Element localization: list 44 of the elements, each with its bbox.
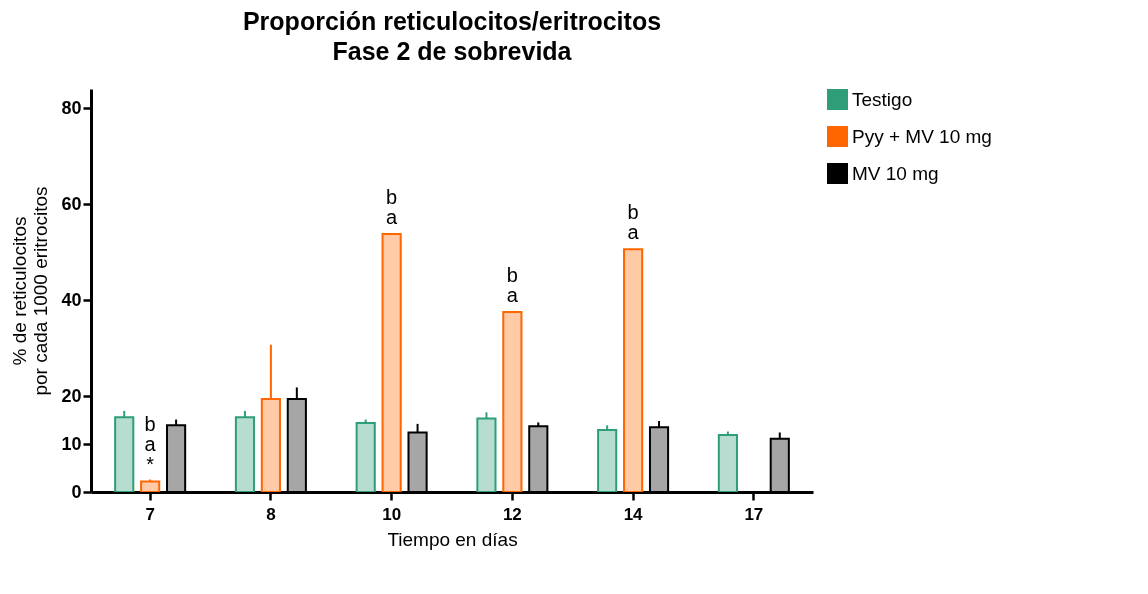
annotation: a: [144, 433, 157, 456]
x-tick-label: 8: [266, 504, 276, 524]
bar: [166, 424, 187, 492]
annotation: b: [627, 201, 639, 224]
x-tick-label: 7: [145, 504, 155, 524]
chart-title: Proporción reticulocitos/eritrocitos Fase 2 de sobrevida: [242, 7, 662, 65]
annotation: a: [627, 221, 640, 244]
bar: [140, 480, 161, 492]
y-tick-label: 10: [61, 433, 82, 454]
bar: [717, 433, 738, 492]
y-tick-label: 0: [71, 481, 82, 502]
y-tick-label: 60: [61, 193, 82, 214]
bar: [381, 232, 402, 492]
bar: [234, 416, 256, 492]
y-tick-label: 40: [61, 289, 82, 310]
x-tick-label: 14: [623, 504, 644, 524]
bar: [597, 429, 618, 492]
y-tick-label: 20: [61, 385, 82, 406]
annotation: b: [144, 413, 156, 436]
bar: [355, 421, 376, 492]
legend-label: Pyy + MV 10 mg: [852, 125, 992, 147]
x-tick-label: 10: [382, 504, 402, 524]
bar: [286, 397, 307, 492]
y-tick-label: 80: [61, 97, 82, 118]
bar: [502, 311, 523, 492]
annotation: b: [386, 185, 398, 208]
bar: [623, 248, 644, 492]
x-tick-label: 17: [744, 504, 764, 524]
annotation: b: [506, 264, 518, 287]
bar: [407, 431, 428, 492]
legend-label: Testigo: [852, 88, 913, 110]
bar: [528, 425, 549, 492]
x-tick-label: 12: [502, 504, 522, 524]
bar: [769, 437, 790, 492]
annotation: *: [146, 453, 155, 476]
legend-label: MV 10 mg: [852, 162, 939, 184]
bar: [114, 416, 135, 492]
bar: [260, 397, 281, 492]
annotation: a: [386, 205, 399, 228]
y-axis-title: % de reticulocitos por cada 1000 eritrocitos: [9, 186, 52, 396]
bar: [648, 426, 670, 492]
annotation: a: [506, 284, 519, 307]
bar: [476, 417, 497, 492]
x-axis-title: Tiempo en días: [387, 528, 518, 550]
